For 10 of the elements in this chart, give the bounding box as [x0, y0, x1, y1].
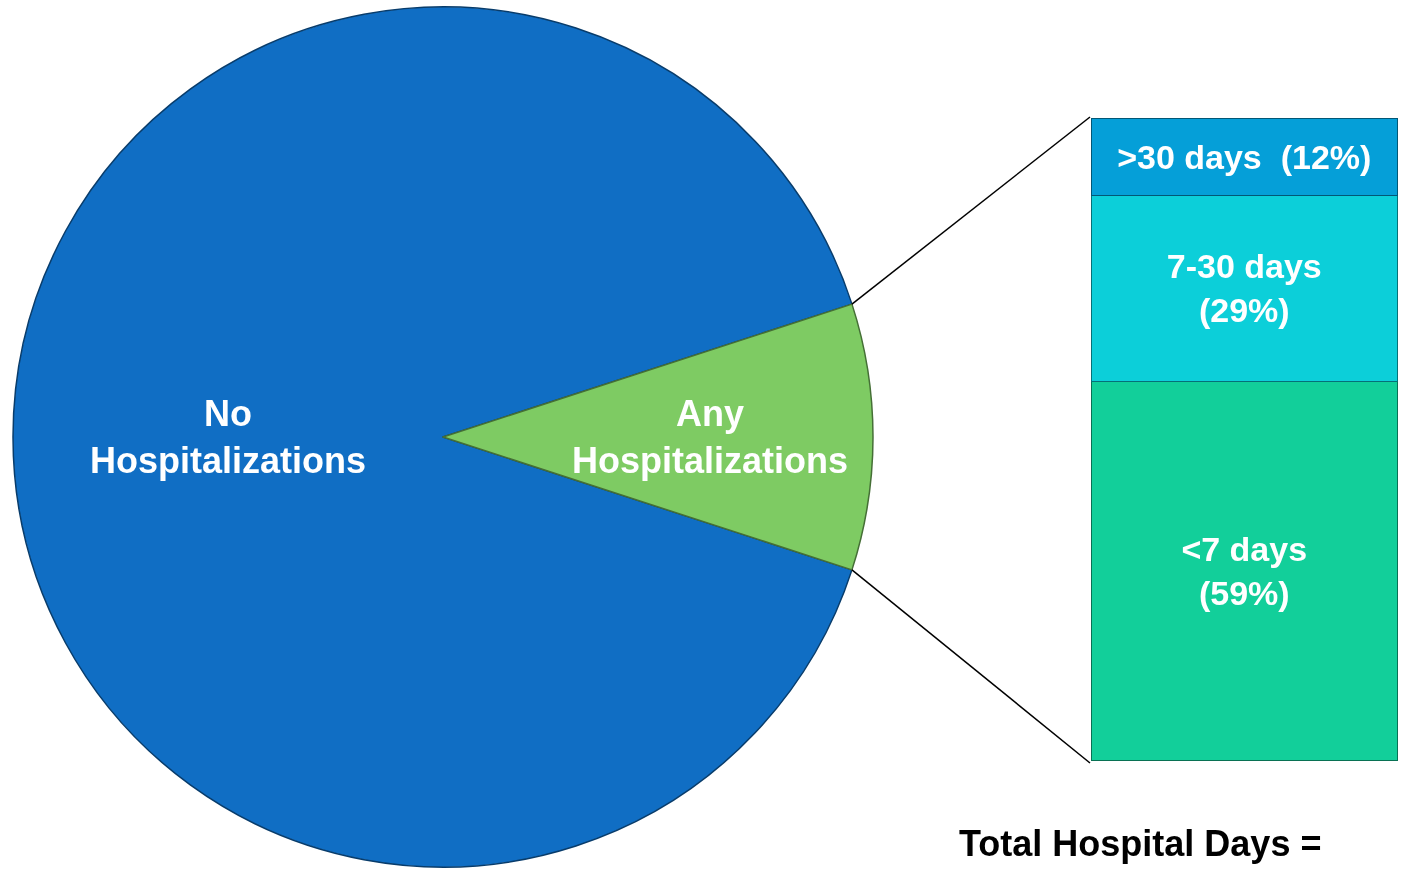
pie-slice: [12, 6, 853, 868]
series-label: 7-30 days: [1166, 247, 1322, 286]
pie-slice: [442, 303, 873, 571]
data-label: (59%): [1198, 573, 1290, 612]
data-label: (29%): [1198, 291, 1290, 330]
text: >30 days (12%): [1117, 137, 1372, 176]
series-label: <7 days: [1181, 529, 1308, 568]
slice-label: No Hospitalizations: [90, 393, 367, 481]
slice-label: Any Hospitalizations: [572, 393, 849, 481]
text: Total Hospital Days =: [959, 823, 1322, 864]
